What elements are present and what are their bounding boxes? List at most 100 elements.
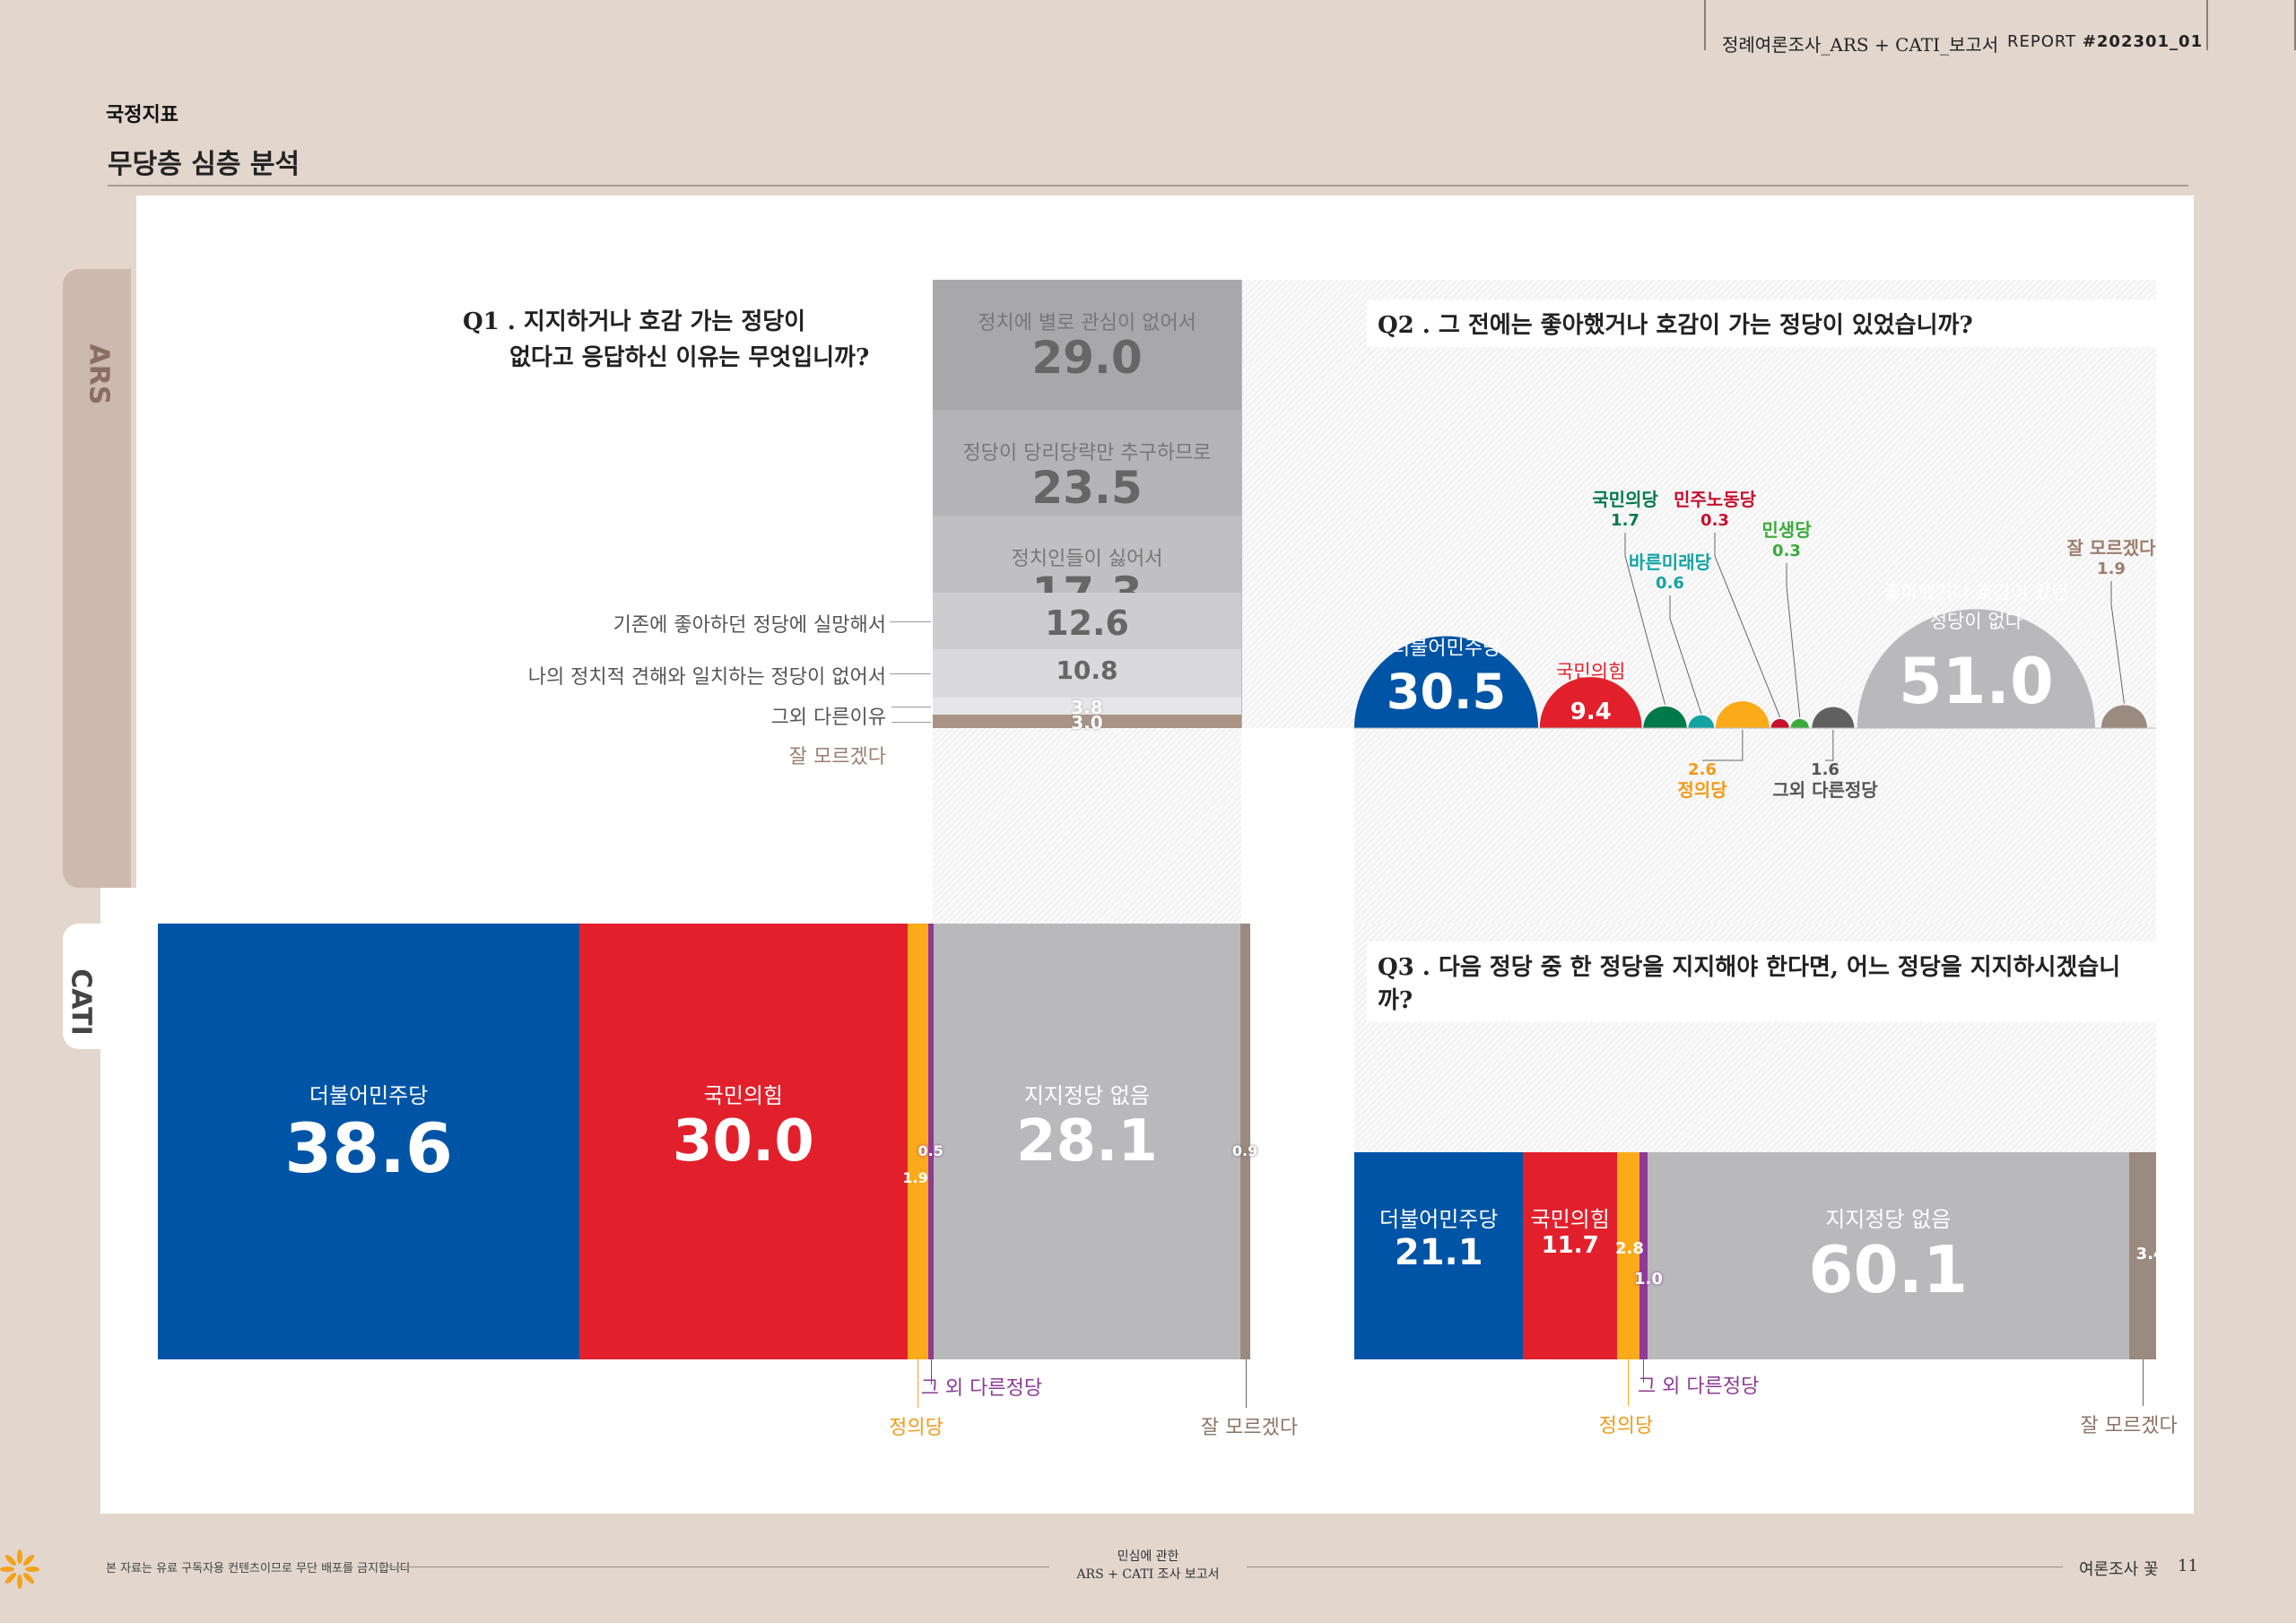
report-title: 정례여론조사_ARS + CATI_보고서 <box>1722 34 1999 56</box>
q2-label: 정당이 없다 <box>1930 611 2022 632</box>
q1-segment-label: 정치인들이 싫어서 <box>1011 547 1163 570</box>
q1-title-line1: Q1 . 지지하거나 호감 가는 정당이 <box>463 308 806 335</box>
q1-segment <box>933 715 1241 728</box>
q2-callout-label: 정의당 <box>1677 779 1727 801</box>
q2-callout-value: 0.3 <box>1772 542 1801 560</box>
q2-callout-value: 1.6 <box>1811 760 1839 779</box>
q3-segment <box>1354 1152 1524 1359</box>
q2-semicircle <box>1812 707 1855 728</box>
cati-small-value: 0.9 <box>1231 1142 1258 1159</box>
cati-segment-label: 국민의힘 <box>703 1083 783 1108</box>
cati-segment <box>927 924 934 1359</box>
q3-callout: 정의당 <box>1598 1415 1654 1437</box>
tab-ars[interactable] <box>63 269 131 888</box>
q1-segment-value: 12.6 <box>1045 603 1129 643</box>
q3-segment-value: 21.1 <box>1394 1232 1483 1273</box>
q1-leader-line <box>890 673 931 674</box>
cati-leader-line <box>1245 1359 1247 1408</box>
q1-segment-value: 3.8 <box>1071 696 1103 718</box>
q3-callout: 잘 모르겠다 <box>2080 1415 2178 1437</box>
q2-callout-value: 1.9 <box>2097 560 2126 578</box>
footer-center-line1: 민심에 관한 <box>1117 1549 1179 1564</box>
q2-title: Q2 . 그 전에는 좋아했거나 호감이 가는 정당이 있었습니까? <box>1367 299 2160 347</box>
q2-callout-label: 그외 다른정당 <box>1772 779 1878 801</box>
q3-small-value: 1.0 <box>1633 1270 1663 1289</box>
tab-ars-label: ARS <box>83 343 115 405</box>
q1-segment-label: 정치에 별로 관심이 없어서 <box>978 312 1196 334</box>
q2-value: 51.0 <box>1899 645 2054 718</box>
q2-leader-line <box>1624 533 1666 705</box>
cati-callout: 그 외 다른정당 <box>920 1377 1043 1400</box>
cati-segment-value: 30.0 <box>672 1108 814 1175</box>
page-number: 11 <box>2178 1557 2198 1575</box>
q2-callout-label: 잘 모르겠다 <box>2067 537 2156 559</box>
q1-segment <box>933 280 1241 410</box>
q2-semicircle <box>1643 706 1687 728</box>
q3-segment-value: 11.7 <box>1541 1232 1599 1259</box>
cati-segment-label: 더불어민주당 <box>309 1083 429 1108</box>
q1-segment <box>933 410 1241 516</box>
q2-callout-label: 민생당 <box>1761 519 1812 541</box>
q2-callout-value: 0.3 <box>1700 511 1729 530</box>
header-divider <box>1704 0 1706 50</box>
q3-segment <box>1523 1152 1617 1359</box>
hatch-area <box>1354 280 2156 924</box>
q2-callout-label: 바른미래당 <box>1629 551 1712 573</box>
q3-segment <box>2128 1152 2156 1359</box>
q3-segment <box>1616 1152 1639 1359</box>
q2-leader-line <box>1702 730 1744 761</box>
header-divider <box>2206 0 2208 50</box>
q3-segment-label: 더불어민주당 <box>1378 1207 1499 1232</box>
q1-leader-line <box>891 721 931 723</box>
q2-label: 국민의힘 <box>1556 661 1625 682</box>
q3-segment-value: 60.1 <box>1808 1232 1969 1307</box>
page-title: 무당층 심층 분석 <box>108 149 300 180</box>
cati-segment <box>1240 924 1250 1359</box>
q3-segment-label: 국민의힘 <box>1530 1207 1610 1232</box>
q2-semicircle <box>1539 677 1642 728</box>
q2-leader-line <box>2110 581 2125 704</box>
q1-segment <box>933 649 1241 698</box>
header-divider <box>2294 0 2296 50</box>
cati-segment <box>158 924 580 1359</box>
title-rule <box>108 185 2188 187</box>
footer-notice: 본 자료는 유료 구독자용 컨텐츠이므로 무단 배포를 금지합니다 <box>106 1562 411 1575</box>
cati-small-value: 0.5 <box>918 1142 944 1159</box>
q1-segment-label: 정당이 당리당략만 추구하므로 <box>962 442 1212 464</box>
q2-callout-value: 1.7 <box>1611 511 1639 530</box>
q2-value: 30.5 <box>1387 664 1506 720</box>
q2-callout-value: 2.6 <box>1688 760 1717 779</box>
cati-callout: 정의당 <box>889 1417 944 1439</box>
q1-segment <box>933 593 1241 649</box>
q1-side-label: 그외 다른이유 <box>770 707 886 729</box>
report-header <box>1704 0 2296 50</box>
cati-segment <box>933 924 1241 1359</box>
q3-leader-line <box>1628 1359 1630 1406</box>
q2-semicircle <box>1857 609 2095 728</box>
report-id: REPORT #202301_01 <box>2007 32 2203 51</box>
q3-small-value: 2.8 <box>1614 1239 1644 1258</box>
q3-leader-line <box>1643 1359 1645 1383</box>
q2-label: 좋아했거나 호감이 갔던 <box>1883 582 2069 603</box>
q3-small-value: 3.4 <box>2135 1245 2165 1263</box>
tab-cati[interactable] <box>63 924 131 1049</box>
cati-segment <box>907 924 928 1359</box>
footer-report-name: 민심에 관한 ARS + CATI 조사 보고서 <box>1058 1548 1238 1584</box>
q1-side-label: 잘 모르겠다 <box>788 746 886 768</box>
q2-semicircle <box>1715 701 1770 728</box>
q1-segment <box>933 515 1241 593</box>
report-number: #202301_01 <box>2082 32 2204 51</box>
cati-segment-value: 28.1 <box>1015 1108 1158 1175</box>
flower-logo-icon <box>0 1549 39 1589</box>
q2-leader-line <box>1825 730 1834 761</box>
q2-label: 더불어민주당 <box>1392 638 1500 660</box>
q1-leader-line <box>890 621 931 622</box>
q2-semicircle <box>1688 715 1715 728</box>
q1-segment-value: 3.0 <box>1071 711 1103 733</box>
cati-leader-line <box>930 1359 932 1384</box>
cati-segment <box>579 924 908 1359</box>
cati-callout: 잘 모르겠다 <box>1200 1417 1299 1439</box>
footer-brand: 여론조사 꽃 <box>2079 1560 2159 1579</box>
q3-leader-line <box>2142 1359 2144 1406</box>
